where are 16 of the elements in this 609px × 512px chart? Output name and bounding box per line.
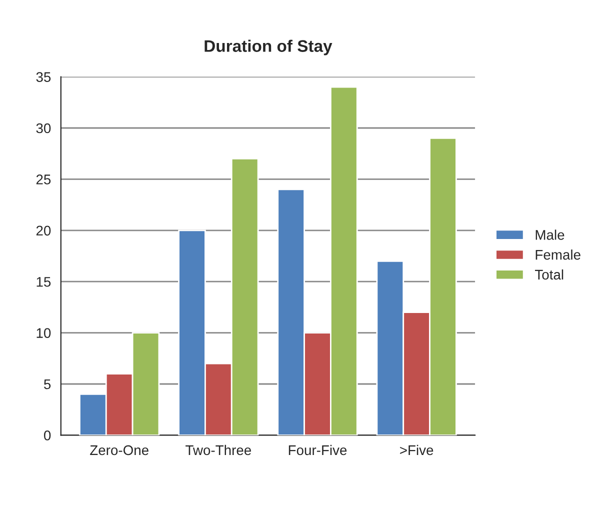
x-tick-label: >Five [400,444,434,456]
y-tick-label: 30 [36,123,51,134]
legend-label: Total [535,269,564,280]
legend-label: Male [536,230,564,240]
y-tick-label: 20 [36,226,51,236]
legend-label: Female [536,250,580,260]
x-tick-label: Two-Three [186,444,251,456]
chart-title: Duration of Stay [204,40,332,56]
y-tick-label: 0 [44,430,51,440]
y-tick-label: 10 [36,328,51,338]
x-tick-label: Four-Five [288,444,347,456]
y-tick-label: 25 [36,174,51,184]
y-tick-label: 5 [44,379,51,390]
y-tick-label: 15 [36,277,51,287]
y-tick-label: 35 [36,72,51,82]
x-tick-label: Zero-One [90,445,148,456]
